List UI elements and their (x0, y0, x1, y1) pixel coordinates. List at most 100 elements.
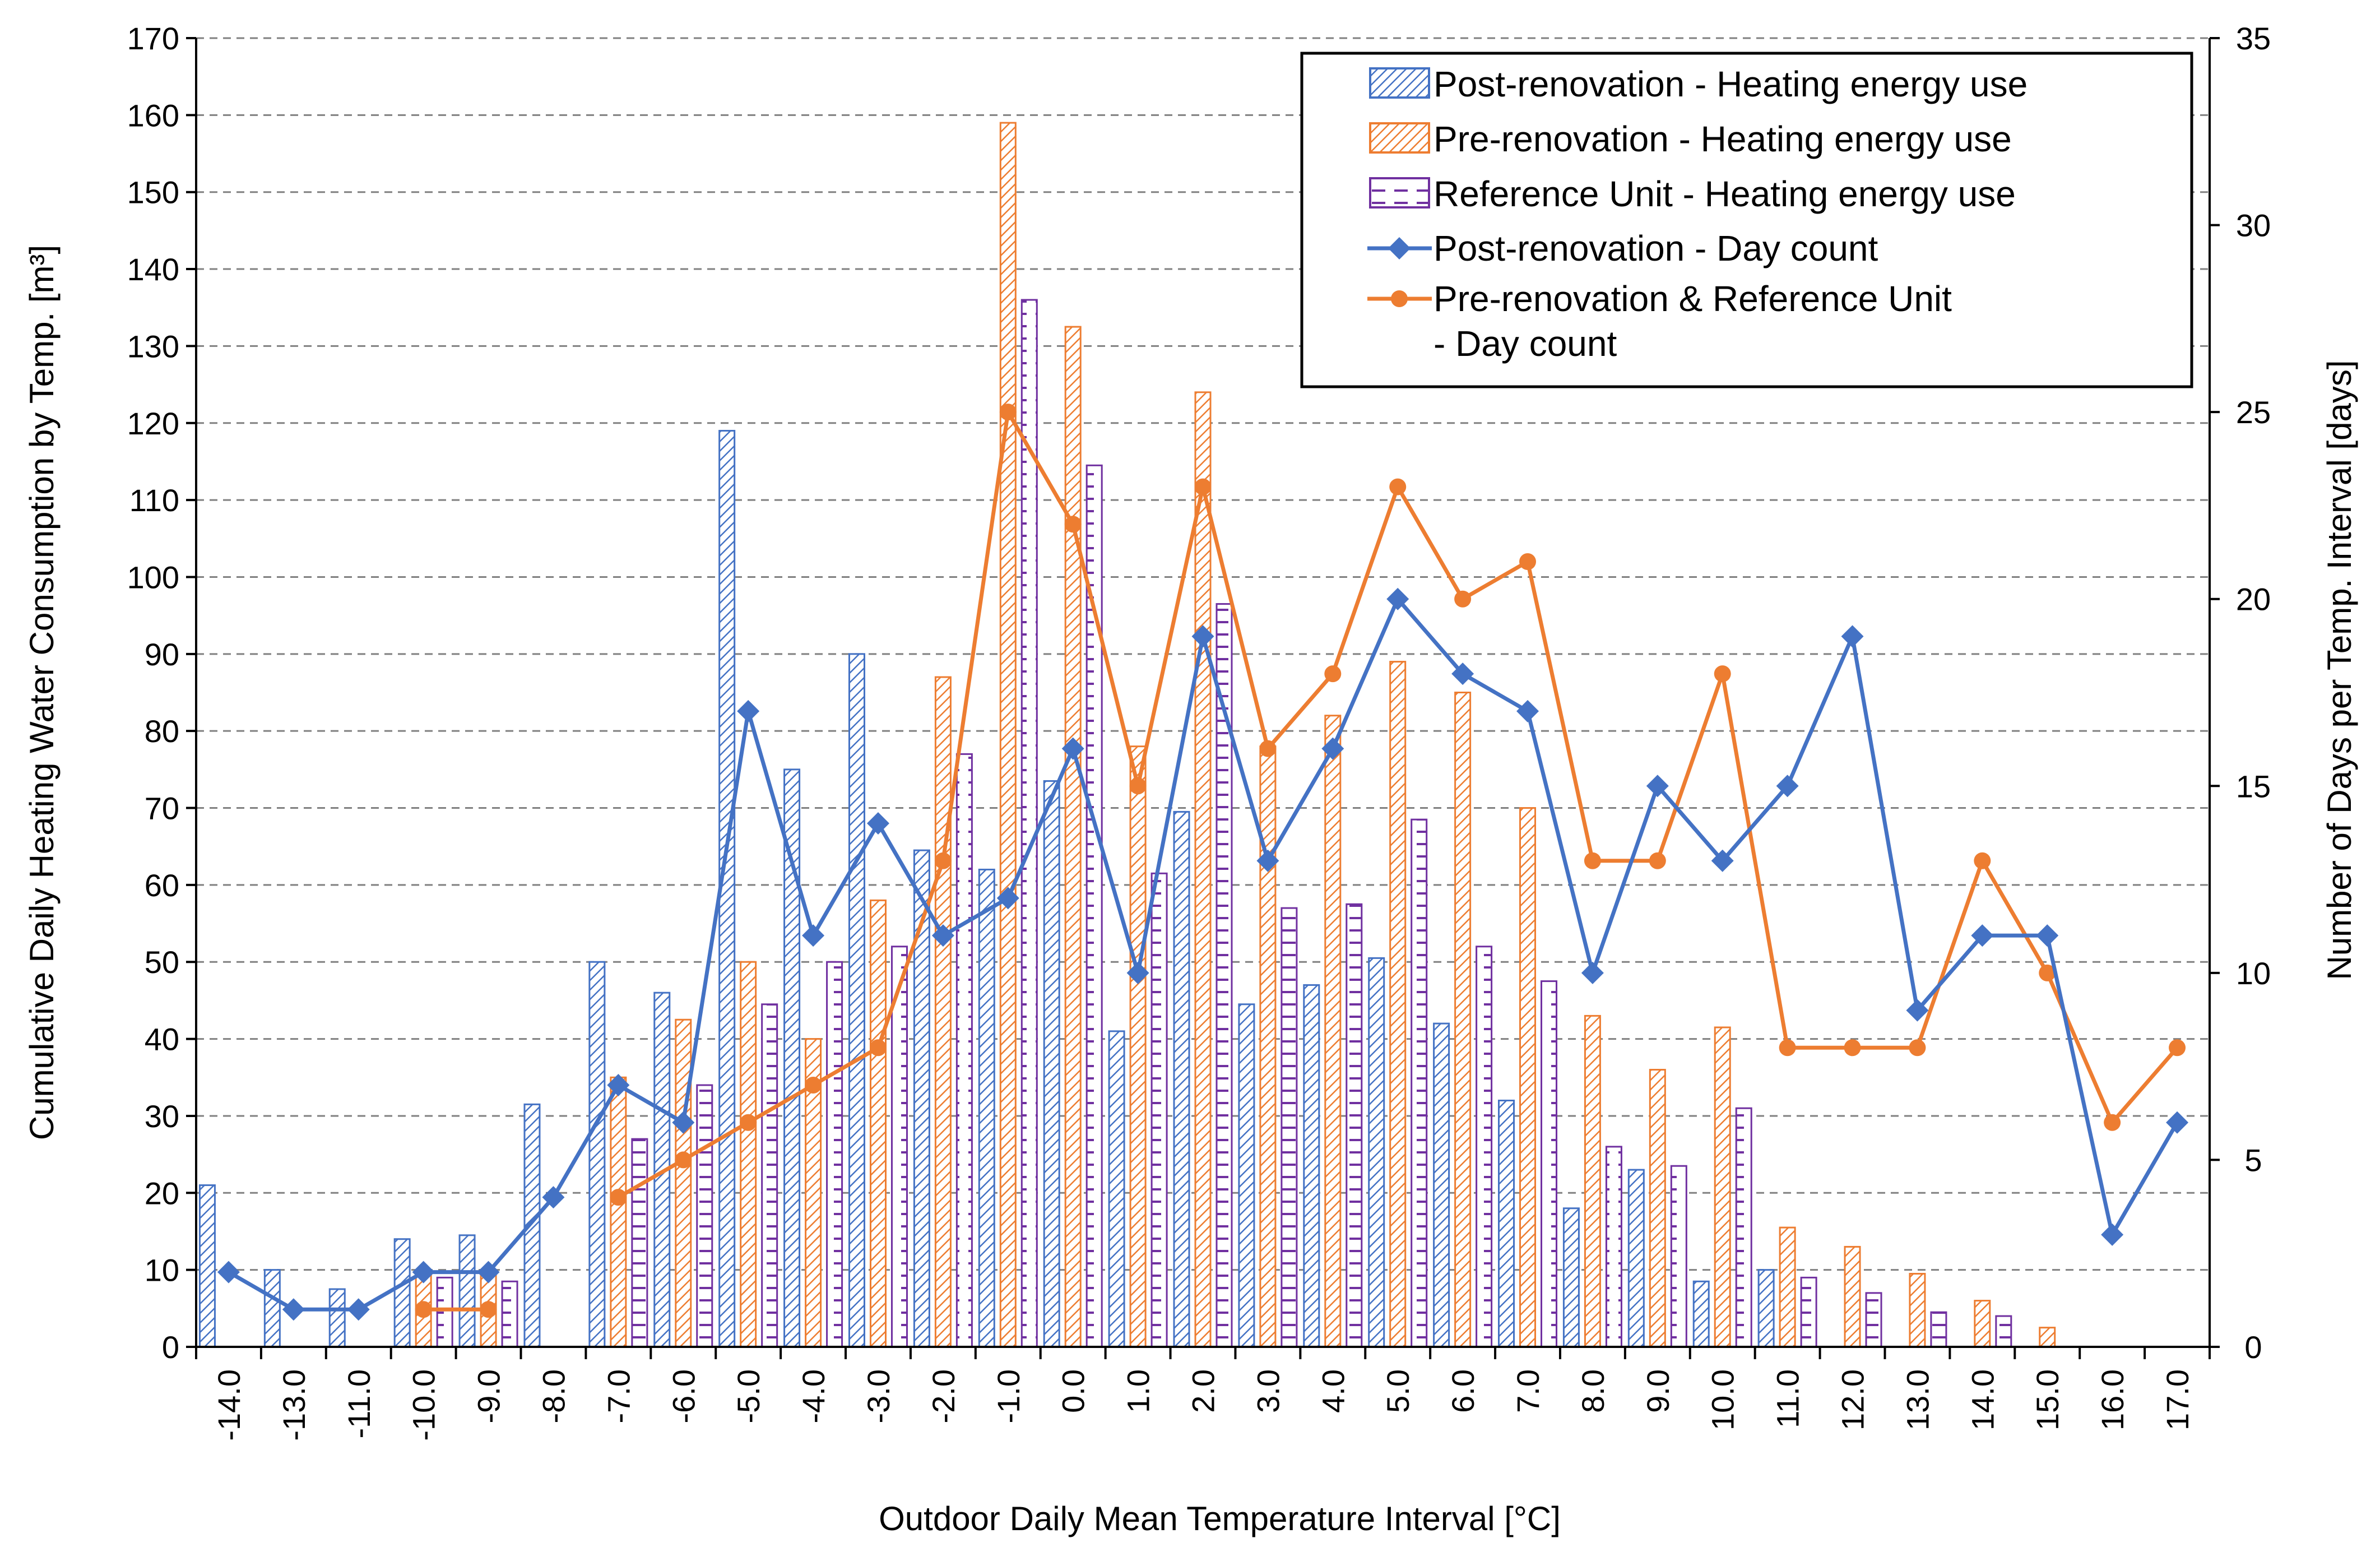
bar-pre-renovation (2039, 1327, 2056, 1348)
legend-swatch-bar (1369, 177, 1430, 209)
x-tick-label: 2.0 (1186, 1369, 1221, 1413)
legend-swatch-marker (1391, 290, 1408, 307)
right-axis-title: Number of Days per Temp. Interval [days] (2321, 360, 2358, 980)
x-tick-label: -2.0 (926, 1369, 961, 1424)
x-tick-label: 8.0 (1575, 1369, 1611, 1413)
legend-box (1300, 52, 2193, 388)
bar-post-renovation (393, 1238, 411, 1348)
bar-reference-unit (1605, 1146, 1622, 1348)
left-tick-label: 80 (145, 714, 179, 749)
legend-label: Reference Unit - Heating energy use (1433, 174, 2016, 214)
marker-post-renovation (2166, 1111, 2189, 1134)
bar-pre-renovation (675, 1018, 692, 1348)
right-tick-label: 15 (2236, 768, 2271, 804)
bar-reference-unit (1281, 907, 1298, 1348)
x-axis-title: Outdoor Daily Mean Temperature Interval … (879, 1500, 1561, 1537)
right-tick-label: 30 (2236, 208, 2271, 243)
marker-post-renovation (2036, 924, 2059, 947)
marker-pre-renovation (610, 1189, 627, 1206)
x-tick-label: -7.0 (601, 1369, 636, 1424)
bar-post-renovation (1692, 1280, 1710, 1348)
marker-pre-renovation (999, 404, 1017, 421)
x-tick-label: 16.0 (2095, 1369, 2130, 1430)
x-tick-label: 9.0 (1640, 1369, 1676, 1413)
left-tick-label: 170 (127, 21, 179, 56)
legend-label-continued: - Day count (1433, 323, 1617, 364)
marker-post-renovation (1516, 699, 1539, 722)
left-tick-label: 90 (145, 637, 179, 672)
marker-post-renovation (1776, 775, 1799, 798)
legend-label: Pre-renovation & Reference Unit (1433, 279, 1952, 319)
x-tick-label: 7.0 (1510, 1369, 1546, 1413)
bar-post-renovation (1757, 1269, 1775, 1348)
x-tick-label: 1.0 (1121, 1369, 1156, 1413)
marker-post-renovation (217, 1261, 240, 1284)
marker-pre-renovation (805, 1077, 822, 1094)
marker-post-renovation (996, 887, 1019, 910)
x-tick-label: 17.0 (2160, 1369, 2195, 1430)
left-tick-label: 40 (145, 1022, 179, 1057)
legend-label: Pre-renovation - Heating energy use (1433, 119, 2012, 159)
bar-pre-renovation (1909, 1273, 1926, 1348)
marker-post-renovation (1646, 775, 1669, 798)
marker-pre-renovation (1649, 852, 1666, 869)
x-tick-label: 0.0 (1056, 1369, 1091, 1413)
marker-post-renovation (607, 1074, 630, 1096)
marker-pre-renovation (1779, 1039, 1796, 1057)
marker-post-renovation (802, 924, 825, 947)
marker-post-renovation (2101, 1223, 2124, 1246)
bar-pre-renovation (1389, 661, 1407, 1348)
marker-pre-renovation (1129, 777, 1147, 795)
bar-reference-unit (1150, 872, 1168, 1348)
marker-pre-renovation (740, 1114, 757, 1131)
left-tick-label: 70 (145, 791, 179, 826)
bar-reference-unit (1865, 1292, 1882, 1348)
left-tick-label: 120 (127, 406, 179, 441)
marker-pre-renovation (1714, 665, 1731, 683)
x-tick-label: -9.0 (471, 1369, 507, 1424)
marker-pre-renovation (1519, 553, 1537, 570)
right-tick-label: 25 (2236, 395, 2271, 430)
marker-pre-renovation (1584, 852, 1601, 869)
x-tick-label: 12.0 (1835, 1369, 1871, 1430)
x-tick-label: -10.0 (406, 1369, 442, 1441)
bar-pre-renovation (1714, 1026, 1731, 1348)
bar-reference-unit (501, 1280, 518, 1348)
marker-post-renovation (866, 812, 889, 835)
left-tick-label: 140 (127, 252, 179, 287)
marker-post-renovation (1321, 737, 1344, 760)
marker-post-renovation (1126, 961, 1149, 984)
marker-pre-renovation (1324, 665, 1342, 683)
bar-post-renovation (848, 653, 865, 1348)
marker-post-renovation (1256, 849, 1279, 872)
left-tick-label: 130 (127, 328, 179, 364)
bar-pre-renovation (1584, 1014, 1601, 1348)
x-tick-label: -4.0 (796, 1369, 831, 1424)
bar-post-renovation (1108, 1030, 1125, 1348)
right-tick-label: 10 (2236, 956, 2271, 991)
bar-post-renovation (1627, 1169, 1645, 1348)
bar-pre-renovation (869, 899, 887, 1348)
marker-pre-renovation (2169, 1039, 2186, 1057)
x-tick-label: 3.0 (1250, 1369, 1286, 1413)
marker-pre-renovation (934, 852, 952, 869)
marker-post-renovation (931, 924, 954, 947)
x-tick-label: 6.0 (1445, 1369, 1481, 1413)
bar-reference-unit (955, 753, 973, 1348)
bar-pre-renovation (1454, 692, 1472, 1348)
bar-reference-unit (631, 1138, 648, 1348)
x-tick-label: 5.0 (1380, 1369, 1416, 1413)
bar-pre-renovation (1064, 326, 1082, 1348)
bar-reference-unit (1735, 1107, 1752, 1348)
marker-post-renovation (737, 699, 760, 722)
legend-swatch-bar (1369, 67, 1430, 99)
bar-pre-renovation (610, 1076, 627, 1348)
right-tick-label: 20 (2236, 582, 2271, 617)
marker-pre-renovation (1454, 590, 1472, 608)
marker-post-renovation (1451, 663, 1474, 685)
marker-pre-renovation (675, 1151, 692, 1169)
x-tick-label: -1.0 (991, 1369, 1026, 1424)
marker-post-renovation (347, 1298, 370, 1321)
bar-reference-unit (1800, 1276, 1817, 1348)
